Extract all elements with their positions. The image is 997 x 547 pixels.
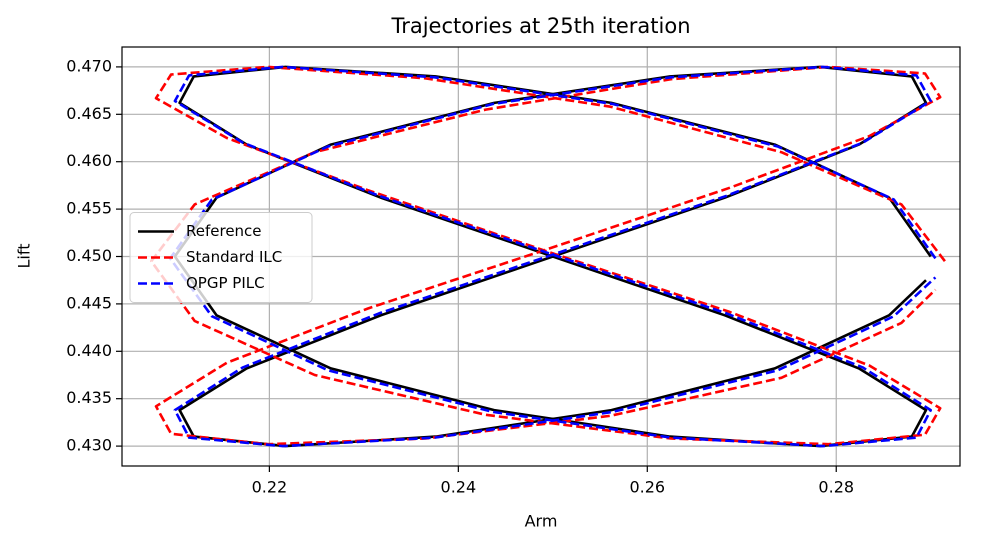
- y-tick-label: 0.440: [66, 341, 112, 360]
- x-tick-label: 0.26: [629, 478, 665, 497]
- y-tick-label: 0.460: [66, 151, 112, 170]
- legend-label: QPGP PILC: [186, 274, 265, 292]
- chart-title: Trajectories at 25th iteration: [390, 14, 690, 38]
- x-tick-label: 0.28: [818, 478, 854, 497]
- legend-label: Reference: [186, 222, 262, 240]
- legend-label: Standard ILC: [186, 248, 282, 266]
- y-tick-label: 0.465: [66, 104, 112, 123]
- x-axis-label: Arm: [525, 512, 558, 531]
- y-axis-label: Lift: [15, 244, 34, 269]
- legend-box: [129, 212, 313, 303]
- y-tick-label: 0.455: [66, 199, 112, 218]
- y-tick-label: 0.450: [66, 246, 112, 265]
- y-tick-label: 0.430: [66, 436, 112, 455]
- plot-frame: [121, 46, 961, 467]
- legend: Reference Standard ILC QPGP PILC: [129, 212, 313, 303]
- y-tick-label: 0.470: [66, 56, 112, 75]
- x-tick-label: 0.22: [252, 478, 288, 497]
- y-tick-label: 0.445: [66, 293, 112, 312]
- x-tick-label: 0.24: [441, 478, 477, 497]
- y-tick-label: 0.435: [66, 388, 112, 407]
